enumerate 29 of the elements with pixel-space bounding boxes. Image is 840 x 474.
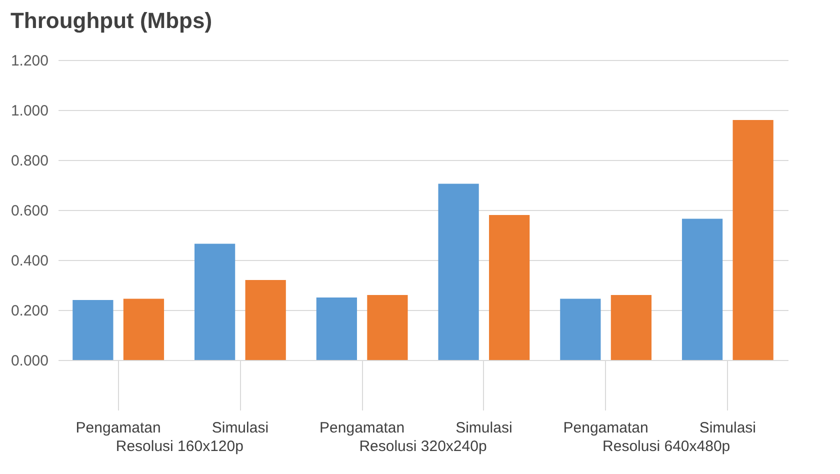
y-tick-label: 1.000 [10, 102, 48, 120]
x-tick-label: Pengamatan [76, 420, 161, 436]
bar [316, 298, 357, 360]
x-tick-label: Simulasi [699, 420, 756, 436]
bar [560, 298, 601, 360]
bar [194, 244, 236, 360]
x-tick-label: Simulasi [456, 420, 512, 436]
y-tick-label: 1.200 [10, 52, 48, 70]
text: Resolusi 160x120p [116, 438, 244, 455]
bar [123, 298, 164, 360]
bar [732, 120, 774, 360]
y-tick-label: 0.600 [10, 202, 48, 220]
text: Resolusi 640x480p [602, 438, 730, 455]
y-tick-label: 0.400 [10, 252, 48, 270]
bar [245, 280, 286, 360]
bar [682, 218, 723, 360]
y-tick-label: 0.800 [10, 152, 48, 170]
x-tick-label: Simulasi [212, 420, 269, 436]
x-tick-label: Pengamatan [563, 420, 648, 436]
y-tick-label: 0.000 [10, 352, 48, 370]
bar [72, 300, 114, 360]
bar [610, 295, 652, 360]
bar [489, 215, 530, 360]
bar [367, 295, 408, 360]
text: Resolusi 320x240p [359, 438, 487, 455]
bar [438, 184, 479, 360]
chart-title: Throughput (Mbps) [10, 8, 212, 33]
x-tick-label: Pengamatan [320, 420, 405, 436]
y-tick-label: 0.200 [10, 302, 48, 320]
